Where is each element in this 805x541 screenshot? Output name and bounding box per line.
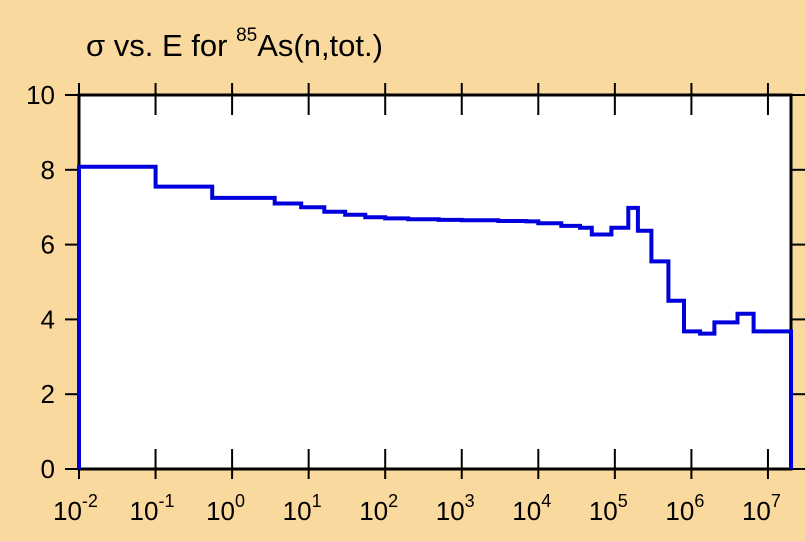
x-tick-label-base: 10 — [130, 496, 159, 526]
x-tick-label-base: 10 — [53, 496, 82, 526]
plot-area — [77, 93, 793, 471]
x-tick-label-exponent: 0 — [235, 491, 245, 511]
x-tick-label-exponent: 6 — [694, 491, 704, 511]
x-tick-label-base: 10 — [589, 496, 618, 526]
x-tick-label-base: 10 — [665, 496, 694, 526]
x-tick-label-base: 10 — [206, 496, 235, 526]
chart-title: σ vs. E for 85As(n,tot.) — [86, 25, 383, 63]
x-tick-label: 102 — [359, 491, 398, 526]
y-tick-label: 6 — [41, 230, 55, 260]
y-tick-labels: 0 2 4 6 8 10 — [26, 80, 55, 484]
y-tick-label: 8 — [41, 155, 55, 185]
x-tick-label: 107 — [742, 491, 781, 526]
series-line — [77, 164, 793, 469]
x-tick-label-base: 10 — [742, 496, 771, 526]
chart-title-prefix: σ vs. E for — [86, 28, 236, 63]
x-tick-label-exponent: 3 — [465, 491, 475, 511]
x-tick-label-exponent: 2 — [388, 491, 398, 511]
x-tick-label: 100 — [206, 491, 245, 526]
x-tick-label: 104 — [512, 491, 551, 526]
x-tick-label-exponent: -1 — [158, 491, 174, 511]
y-tick-label: 10 — [26, 80, 55, 110]
x-tick-label: 105 — [589, 491, 628, 526]
x-tick-label-base: 10 — [512, 496, 541, 526]
y-tick-label: 2 — [41, 379, 55, 409]
x-tick-label-exponent: 7 — [771, 491, 781, 511]
y-tick-label: 4 — [41, 304, 55, 334]
x-tick-label-exponent: 5 — [618, 491, 628, 511]
x-tick-label-exponent: 1 — [312, 491, 322, 511]
x-tick-label-exponent: 4 — [541, 491, 551, 511]
x-tick-label: 103 — [436, 491, 475, 526]
x-tick-label: 101 — [283, 491, 322, 526]
x-tick-label-exponent: -2 — [82, 491, 98, 511]
x-tick-label-base: 10 — [283, 496, 312, 526]
chart-title-suffix: As(n,tot.) — [257, 28, 383, 63]
x-tick-label-base: 10 — [359, 496, 388, 526]
x-tick-label: 106 — [665, 491, 704, 526]
x-tick-label-base: 10 — [436, 496, 465, 526]
chart-title-mass-number: 85 — [236, 25, 257, 46]
x-tick-label: 10-2 — [53, 491, 98, 526]
y-tick-label: 0 — [41, 454, 55, 484]
axis-ticks — [65, 83, 805, 479]
x-tick-label: 10-1 — [130, 491, 175, 526]
x-tick-labels: 10-2 10-1 100 101 102 103 104 105 106 107 — [53, 491, 781, 526]
